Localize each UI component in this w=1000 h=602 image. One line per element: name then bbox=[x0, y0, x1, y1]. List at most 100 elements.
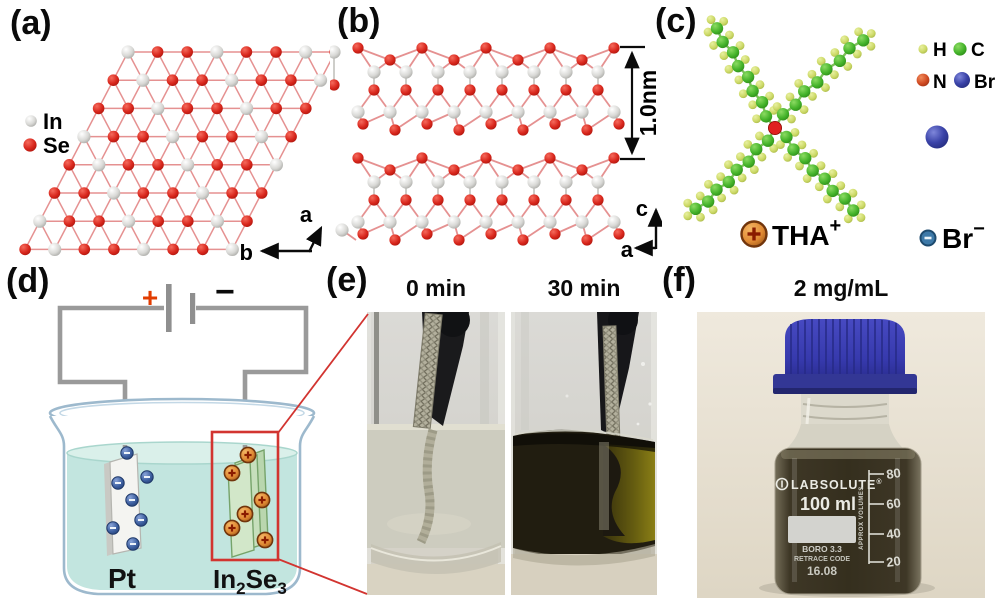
in-atom bbox=[415, 105, 429, 119]
panel-c-molecule: H C N Br THA+ Br− bbox=[683, 15, 996, 254]
h-atom bbox=[840, 35, 850, 45]
c-atom bbox=[750, 143, 763, 156]
h-atom bbox=[802, 174, 812, 183]
se-atom bbox=[107, 130, 120, 143]
in-atom bbox=[367, 175, 381, 189]
se-atom bbox=[432, 84, 444, 96]
cap-skirt bbox=[773, 374, 917, 392]
se-atom bbox=[549, 118, 561, 130]
ions bbox=[106, 446, 274, 551]
cap-bottom-edge bbox=[773, 388, 917, 394]
se-atom bbox=[560, 84, 572, 96]
h-atom bbox=[719, 16, 729, 26]
h-atom bbox=[795, 161, 804, 171]
in-atom bbox=[399, 175, 413, 189]
h-atom bbox=[776, 140, 785, 149]
h-atom bbox=[852, 49, 862, 59]
se-atom bbox=[78, 243, 91, 256]
neck-highlight bbox=[805, 397, 811, 425]
h-atom bbox=[836, 181, 846, 191]
bond bbox=[517, 47, 551, 61]
axis-a-arrow bbox=[305, 225, 323, 253]
c-atom bbox=[811, 76, 824, 89]
se-atom bbox=[480, 152, 492, 164]
n-atom bbox=[768, 121, 783, 136]
n-legend-label: N bbox=[933, 72, 947, 93]
bond bbox=[357, 47, 391, 61]
h-atom bbox=[765, 91, 775, 101]
se-atom bbox=[485, 228, 497, 240]
se-atom bbox=[270, 102, 283, 115]
bond bbox=[421, 47, 455, 61]
panel-c-label: (c) bbox=[655, 2, 697, 40]
in-atom bbox=[511, 105, 525, 119]
se-atom bbox=[285, 74, 297, 86]
h-atom bbox=[830, 48, 840, 57]
se-atom bbox=[330, 79, 340, 91]
h-atom bbox=[790, 127, 800, 137]
bubble bbox=[648, 402, 652, 406]
in2se3-label: In2Se3 bbox=[213, 564, 287, 598]
braid bbox=[412, 312, 443, 429]
battery-short-plate bbox=[190, 293, 196, 324]
se-atom bbox=[108, 243, 120, 256]
se-atom bbox=[544, 42, 556, 54]
c-atom bbox=[689, 202, 702, 216]
c-atom bbox=[716, 35, 729, 49]
se-atom bbox=[400, 194, 412, 206]
h-atom bbox=[696, 212, 705, 222]
h-atom bbox=[716, 172, 726, 182]
bond bbox=[389, 47, 423, 61]
in-atom bbox=[351, 105, 365, 119]
se-atom bbox=[122, 159, 135, 171]
in-atom bbox=[210, 214, 224, 228]
c-atom bbox=[746, 84, 759, 98]
c-atom-legend-icon bbox=[953, 42, 967, 56]
se-atom bbox=[453, 124, 465, 136]
bubble bbox=[641, 362, 645, 366]
in-atom bbox=[121, 45, 135, 59]
se-atom bbox=[592, 84, 604, 96]
h-atom bbox=[866, 41, 876, 51]
se-atom bbox=[368, 84, 380, 96]
axis-b-label: b bbox=[240, 240, 253, 262]
in-atom bbox=[269, 158, 283, 172]
h-atom bbox=[848, 188, 858, 198]
se-atom bbox=[352, 42, 364, 54]
in-atom bbox=[313, 73, 328, 87]
panel-a-crystal-top-view: In Se a b bbox=[19, 45, 330, 262]
bottle-print: LABSOLUTE® 100 ml BORO 3.3 RETRACE CODE … bbox=[775, 465, 902, 578]
h-atom bbox=[740, 55, 750, 64]
se-atom-legend-icon bbox=[23, 138, 37, 152]
se-atom bbox=[196, 243, 209, 256]
in-atom bbox=[92, 158, 106, 172]
panel-e-label: (e) bbox=[326, 261, 368, 299]
panel-b-label: (b) bbox=[337, 2, 381, 40]
in-atom bbox=[575, 105, 589, 119]
se-atom bbox=[196, 74, 208, 86]
h-atom bbox=[729, 185, 739, 195]
in-atom bbox=[463, 175, 477, 189]
grad-20: 20 bbox=[885, 553, 901, 570]
se-atom bbox=[517, 124, 529, 136]
in-atom bbox=[591, 65, 605, 79]
in-atom bbox=[431, 175, 445, 189]
panel-b-axes: c a bbox=[621, 196, 662, 262]
se-atom bbox=[528, 84, 540, 96]
c-atom bbox=[806, 164, 819, 177]
h-atom bbox=[735, 41, 745, 50]
in-atom bbox=[166, 130, 180, 144]
anion-caption: Br− bbox=[919, 218, 985, 254]
se-atom bbox=[576, 164, 588, 176]
se-atom bbox=[270, 46, 282, 58]
se-atom bbox=[137, 187, 150, 199]
h-atom bbox=[809, 148, 819, 158]
c-atom bbox=[799, 151, 812, 165]
in-atom bbox=[479, 215, 493, 229]
se-atom bbox=[92, 102, 105, 115]
in-atom bbox=[463, 65, 477, 79]
h-atom bbox=[835, 202, 845, 212]
h-atom bbox=[856, 200, 866, 210]
h-atom bbox=[717, 193, 727, 203]
h-atom bbox=[738, 89, 748, 99]
